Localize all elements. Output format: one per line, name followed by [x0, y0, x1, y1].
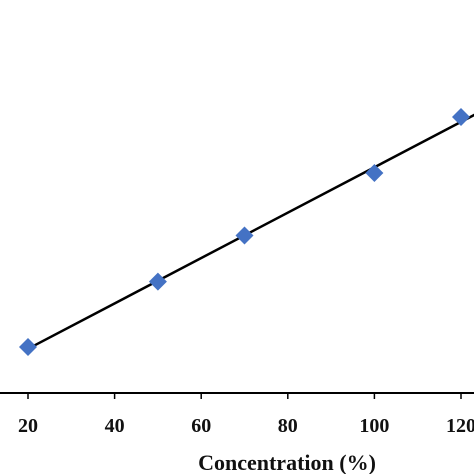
x-tick-label: 80 [278, 415, 298, 437]
trendline [27, 113, 474, 350]
x-tick-label: 120 [446, 415, 474, 437]
x-tick-label: 60 [191, 415, 211, 437]
data-point [365, 163, 384, 182]
x-axis-title: Concentration (%) [198, 450, 376, 474]
data-point [19, 338, 37, 356]
data-point [148, 272, 167, 291]
data-point [235, 226, 254, 245]
x-tick-label: 20 [18, 415, 38, 437]
x-tick-label: 40 [105, 415, 125, 437]
x-tick-label: 100 [359, 415, 389, 437]
data-point [452, 108, 470, 126]
plot-area [19, 108, 474, 356]
x-axis-ticks: 20 40 60 80 100 120 [18, 393, 474, 437]
